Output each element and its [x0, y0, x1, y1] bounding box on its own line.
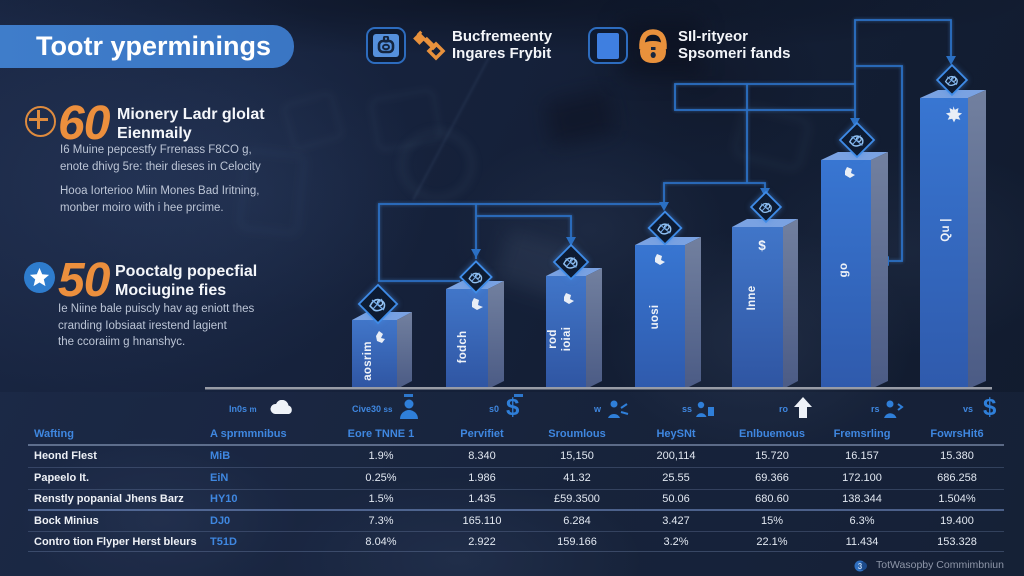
svg-text:fodch: fodch: [457, 331, 469, 364]
svg-text:go: go: [838, 263, 850, 278]
svg-text:rod: rod: [547, 329, 559, 348]
svg-text:$: $: [758, 238, 766, 253]
svg-text:ioiai: ioiai: [561, 327, 573, 352]
svg-text:uosi: uosi: [649, 305, 661, 330]
svg-text:3: 3: [858, 562, 863, 571]
svg-text:Inne: Inne: [746, 286, 758, 311]
svg-text:Qu |: Qu |: [940, 218, 952, 242]
svg-text:aosrim: aosrim: [362, 341, 374, 381]
